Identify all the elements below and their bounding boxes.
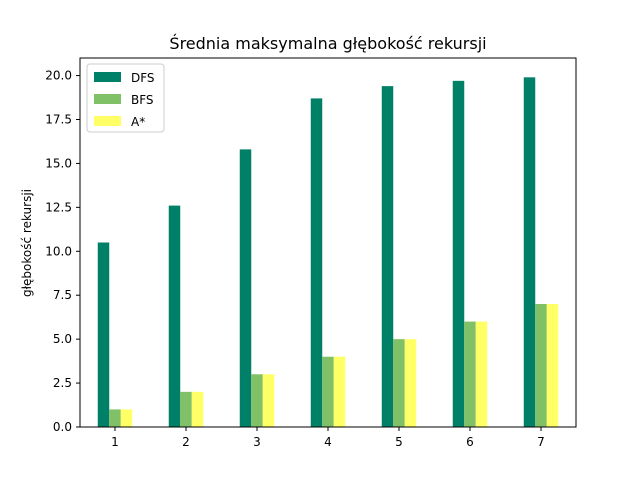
bar-dfs-5 [381,86,394,427]
bar-astar-3 [262,374,275,427]
y-tick-label: 0.0 [53,420,72,434]
legend-swatch [94,94,121,104]
y-tick-label: 10.0 [45,244,72,258]
bar-dfs-7 [523,77,536,427]
bar-astar-6 [475,321,488,427]
y-tick-label: 17.5 [45,113,72,127]
bar-bfs-6 [464,321,476,427]
y-tick-label: 2.5 [53,376,72,390]
y-tick-label: 15.0 [45,156,72,170]
legend-label: A* [131,115,145,129]
bar-astar-2 [191,391,204,427]
bar-dfs-3 [239,149,252,427]
y-tick-label: 7.5 [53,288,72,302]
x-tick-label: 3 [253,435,261,449]
y-tick-label: 12.5 [45,200,72,214]
x-tick-label: 7 [537,435,545,449]
bar-dfs-4 [310,98,323,428]
bar-bfs-7 [535,304,547,427]
x-tick-label: 4 [324,435,332,449]
x-tick-label: 1 [111,435,119,449]
bar-bfs-5 [393,339,405,427]
bar-bfs-3 [251,374,263,427]
x-tick-label: 2 [182,435,190,449]
plot-area: 1 2 3 4 5 6 7 0.0 2.5 5.0 7.5 10.0 12.5 15.0 17.5 20.0 [45,57,577,449]
legend-swatch [94,72,121,82]
y-tick-label: 20.0 [45,69,72,83]
bar-bfs-2 [180,391,192,427]
bar-bfs-1 [109,409,121,427]
legend-swatch [94,116,121,126]
bar-dfs-1 [97,242,110,427]
bar-astar-4 [333,356,346,427]
x-tick-label: 6 [466,435,474,449]
legend-label: DFS [131,71,155,85]
y-tick-label: 5.0 [53,332,72,346]
x-tick-label: 5 [395,435,403,449]
bar-dfs-2 [168,205,181,427]
legend-label: BFS [131,93,154,107]
bar-astar-5 [404,339,417,427]
chart-title: Średnia maksymalna głębokość rekursji [169,34,486,53]
bar-astar-7 [546,304,559,427]
bar-astar-1 [120,409,133,427]
y-axis-label: głębokość rekursji [20,189,34,297]
legend: DFS BFS A* [86,63,165,133]
bar-bfs-4 [322,356,334,427]
bar-dfs-6 [452,80,465,427]
